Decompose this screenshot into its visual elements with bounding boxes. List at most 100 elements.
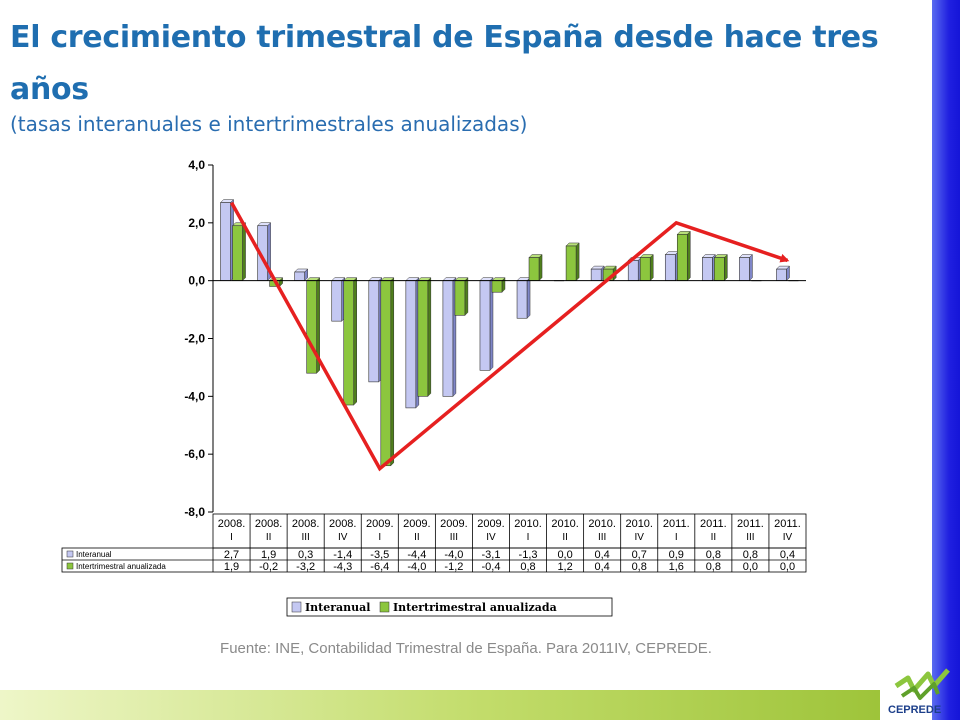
bar-face [776, 268, 787, 281]
table-value-interanual: 0,8 [743, 549, 758, 561]
bar-face [714, 257, 725, 281]
bar-face [306, 280, 317, 374]
x-tick-label-quarter: II [266, 532, 272, 543]
bar-interanual [738, 253, 754, 282]
bar-intertrimestral [343, 277, 358, 406]
x-tick-label-year: 2010. [551, 518, 579, 530]
bar-face [739, 257, 750, 281]
bar-interanual [405, 277, 420, 409]
x-tick-label-quarter: I [527, 532, 530, 543]
bar-side [575, 242, 580, 282]
bar-intertrimestral [639, 253, 654, 282]
bar-interanual [590, 265, 605, 282]
table-value-interanual: -3,1 [481, 549, 500, 561]
legend-label-intertrimestral: Intertrimestral anualizada [393, 601, 557, 614]
table-value-intertrimestral: 1,9 [224, 561, 239, 573]
bar-intertrimestral [528, 253, 543, 282]
bar-side [353, 277, 357, 406]
bar-face [417, 280, 429, 397]
y-tick-label: -6,0 [184, 447, 205, 461]
table-value-interanual: 0,4 [595, 549, 610, 561]
bar-interanual [294, 268, 309, 282]
bar-face [442, 280, 454, 397]
x-tick-label-quarter: I [378, 532, 381, 543]
bar-face [639, 257, 651, 281]
bar-face [565, 245, 577, 281]
table-key-intertrimestral [66, 562, 74, 570]
bar-side [464, 277, 469, 316]
x-tick-label-year: 2010. [514, 518, 542, 530]
x-tick-label-year: 2010. [625, 518, 653, 530]
table-value-intertrimestral: 0,8 [706, 561, 721, 573]
bar-face [232, 225, 243, 281]
bar-face [479, 280, 491, 371]
bar-side [427, 277, 432, 397]
bar-interanual [664, 251, 679, 282]
y-tick-label: -8,0 [184, 505, 205, 519]
bar-intertrimestral [602, 265, 617, 282]
legend-swatch-intertrimestral [379, 601, 390, 613]
bar-interanual [701, 253, 716, 282]
table-value-interanual: 0,8 [706, 549, 721, 561]
bar-side [749, 253, 753, 282]
legend-label-interanual: Interanual [305, 601, 370, 614]
y-tick-label: 4,0 [188, 158, 205, 172]
table-value-intertrimestral: -3,2 [296, 561, 315, 573]
bar-side [526, 277, 531, 319]
table-value-interanual: -4,4 [407, 549, 426, 561]
x-tick-label-year: 2010. [588, 518, 616, 530]
table-value-intertrimestral: -0,2 [259, 561, 278, 573]
bar-side [242, 222, 246, 282]
y-tick-label: 2,0 [188, 216, 205, 230]
bar-intertrimestral [565, 242, 580, 282]
bar-face [331, 280, 343, 322]
x-tick-label-year: 2011. [700, 518, 727, 530]
table-value-intertrimestral: -4,3 [333, 561, 352, 573]
table-value-interanual: 0,9 [669, 549, 684, 561]
bar-face [664, 254, 676, 281]
x-tick-label-year: 2009. [403, 518, 431, 530]
bar-side [687, 230, 691, 282]
table-value-interanual: 0,4 [780, 549, 795, 561]
bar-intertrimestral [491, 277, 506, 293]
y-tick-label: 0,0 [188, 274, 205, 288]
x-tick-label-year: 2011. [663, 518, 690, 530]
bar-interanual [219, 198, 235, 282]
ceprede-logo-text: CEPREDE [888, 704, 942, 716]
bar-face [491, 280, 503, 293]
bar-intertrimestral [380, 277, 395, 467]
bottom-accent-bar [0, 690, 880, 720]
bar-face [516, 280, 528, 319]
gdp-growth-chart: 4,02,00,0-2,0-4,0-6,0-8,0 2008.I2,71,920… [61, 158, 807, 617]
table-value-intertrimestral: 0,0 [780, 561, 795, 573]
ceprede-logo: CEPREDE [888, 668, 960, 720]
bar-face [702, 257, 713, 281]
table-value-intertrimestral: 1,2 [557, 561, 572, 573]
bar-face [405, 280, 417, 409]
slide-subtitle: (tasas interanuales e intertrimestrales … [10, 112, 528, 136]
x-tick-label-quarter: IV [783, 532, 793, 543]
x-tick-label-quarter: III [598, 532, 606, 543]
bar-face [676, 234, 688, 281]
x-tick-label-year: 2011. [737, 518, 764, 530]
bar-interanual [442, 277, 457, 397]
bar-intertrimestral [231, 222, 247, 282]
bar-interanual [516, 277, 531, 319]
x-tick-label-year: 2009. [477, 518, 505, 530]
bar-face [368, 280, 380, 383]
bar-face [380, 280, 392, 467]
y-tick-label: -4,0 [184, 389, 205, 403]
bar-face [220, 202, 231, 281]
ceprede-logo-icon [894, 668, 950, 700]
x-tick-label-quarter: I [230, 532, 233, 543]
table-value-interanual: 1,9 [261, 549, 276, 561]
bar-intertrimestral [454, 277, 469, 316]
bar-interanual [331, 277, 346, 322]
table-value-interanual: -1,3 [519, 549, 538, 561]
bar-side [538, 253, 543, 282]
bar-face [528, 257, 540, 281]
right-accent-bar [932, 0, 960, 720]
bar-interanual [479, 277, 494, 371]
table-value-interanual: -4,0 [444, 549, 463, 561]
bar-side [649, 253, 654, 282]
